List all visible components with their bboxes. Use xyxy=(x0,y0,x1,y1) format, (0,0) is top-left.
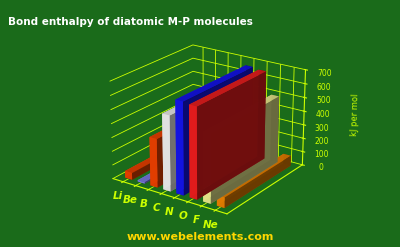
Text: www.webelements.com: www.webelements.com xyxy=(126,232,274,242)
Text: Bond enthalpy of diatomic M-P molecules: Bond enthalpy of diatomic M-P molecules xyxy=(8,17,253,27)
